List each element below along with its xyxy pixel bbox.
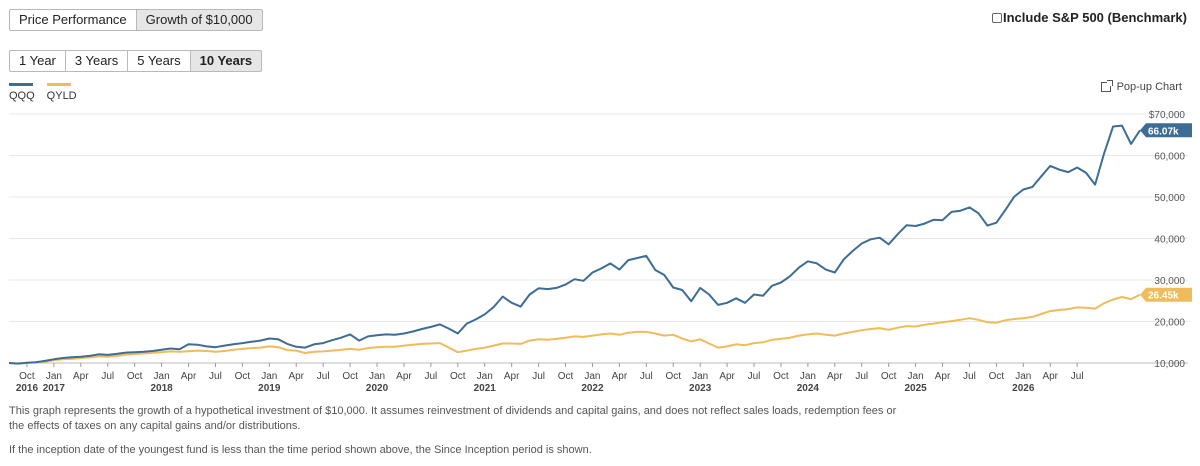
x-tick-year-label: 2017	[43, 383, 66, 394]
x-tick-month-label: Apr	[827, 371, 843, 382]
x-tick-month-label: Oct	[989, 371, 1005, 382]
growth-chart: 10,000 20,000 30,000 40,000 50,000 60,000 $70,…	[8, 110, 1192, 394]
y-tick-label: 40,000	[1154, 235, 1185, 246]
x-tick-month-label: Apr	[504, 371, 520, 382]
x-tick-year-label: 2021	[474, 383, 497, 394]
series-line-qyld	[8, 293, 1141, 365]
benchmark-label: Include S&P 500 (Benchmark)	[1003, 10, 1187, 25]
x-tick-month-label: Apr	[612, 371, 628, 382]
range-10-years-button[interactable]: 10 Years	[189, 50, 263, 72]
legend-item-qyld[interactable]: QYLD	[46, 83, 77, 102]
y-tick-label: $70,000	[1149, 110, 1186, 121]
x-tick-month-label: Jul	[424, 371, 437, 382]
x-tick-month-label: Oct	[450, 371, 466, 382]
end-value-label-qqq: 66.07k	[1148, 126, 1179, 137]
x-tick-month-label: Jul	[1071, 371, 1084, 382]
x-tick-year-label: 2025	[904, 383, 927, 394]
x-tick-year-label: 2024	[797, 383, 820, 394]
x-tick-month-label: Oct	[127, 371, 143, 382]
legend-swatch-qyld	[46, 83, 71, 86]
x-tick-month-label: Jan	[908, 371, 924, 382]
benchmark-checkbox[interactable]	[992, 12, 1002, 23]
y-tick-label: 60,000	[1154, 152, 1185, 163]
x-tick-month-label: Jul	[209, 371, 222, 382]
y-tick-label: 20,000	[1154, 318, 1185, 329]
x-tick-year-label: 2022	[581, 383, 604, 394]
popup-chart-icon	[1100, 80, 1113, 92]
legend-swatch-qqq	[9, 83, 33, 86]
x-tick-month-label: Jan	[154, 371, 170, 382]
footnote-inception: If the inception date of the youngest fu…	[9, 444, 592, 456]
range-1-year-button[interactable]: 1 Year	[9, 50, 66, 72]
x-tick-month-label: Oct	[19, 371, 35, 382]
x-tick-month-label: Oct	[235, 371, 251, 382]
x-tick-month-label: Oct	[558, 371, 574, 382]
x-tick-month-label: Jul	[855, 371, 868, 382]
x-tick-month-label: Apr	[719, 371, 735, 382]
x-tick-year-label: 2020	[366, 383, 389, 394]
x-tick-year-label: 2023	[689, 383, 712, 394]
x-tick-month-label: Jul	[963, 371, 976, 382]
end-value-badge-qyld	[1140, 287, 1192, 302]
growth-of-10000-tab[interactable]: Growth of $10,000	[135, 9, 263, 31]
x-tick-year-label: 2026	[1012, 383, 1035, 394]
x-tick-month-label: Jul	[640, 371, 653, 382]
include-benchmark-toggle[interactable]: Include S&P 500 (Benchmark)	[992, 10, 1187, 25]
x-tick-month-label: Oct	[342, 371, 358, 382]
x-tick-month-label: Jul	[532, 371, 545, 382]
legend-label-qqq: QQQ	[9, 90, 35, 102]
x-tick-month-label: Oct	[773, 371, 789, 382]
x-tick-month-label: Jul	[101, 371, 114, 382]
x-tick-month-label: Jan	[477, 371, 493, 382]
popup-chart-label: Pop-up Chart	[1116, 81, 1182, 93]
range-5-years-button[interactable]: 5 Years	[127, 50, 191, 72]
end-value-badge-qqq	[1140, 123, 1192, 138]
x-tick-month-label: Apr	[396, 371, 412, 382]
footnote-investment: This graph represents the growth of a hy…	[9, 405, 897, 432]
x-tick-year-label: 2019	[258, 383, 281, 394]
x-tick-month-label: Jan	[584, 371, 600, 382]
range-3-years-button[interactable]: 3 Years	[64, 50, 129, 72]
x-tick-month-label: Jan	[369, 371, 385, 382]
x-tick-month-label: Jan	[1015, 371, 1031, 382]
x-tick-month-label: Apr	[288, 371, 304, 382]
x-tick-month-label: Jul	[317, 371, 330, 382]
x-tick-month-label: Oct	[881, 371, 897, 382]
x-tick-month-label: Oct	[665, 371, 681, 382]
x-tick-month-label: Jan	[800, 371, 816, 382]
x-tick-year-label: 2018	[150, 383, 173, 394]
x-tick-month-label: Apr	[181, 371, 197, 382]
x-tick-year-label: 2016	[16, 383, 39, 394]
y-tick-label: 50,000	[1154, 193, 1185, 204]
price-performance-tab[interactable]: Price Performance	[9, 9, 137, 31]
x-tick-month-label: Jul	[748, 371, 761, 382]
x-tick-month-label: Jan	[261, 371, 277, 382]
y-tick-label: 30,000	[1154, 276, 1185, 287]
view-toggle: Price Performance Growth of $10,000	[9, 9, 263, 31]
range-toggle: 1 Year 3 Years 5 Years 10 Years	[9, 50, 263, 72]
y-tick-label: 10,000	[1154, 359, 1185, 370]
popup-chart-link[interactable]: Pop-up Chart	[1100, 80, 1182, 93]
series-line-qqq	[8, 124, 1141, 365]
x-tick-month-label: Apr	[73, 371, 89, 382]
x-tick-month-label: Jan	[46, 371, 62, 382]
end-value-label-qyld: 26.45k	[1148, 291, 1179, 302]
legend-label-qyld: QYLD	[46, 90, 77, 102]
chart-legend: QQQ QYLD	[9, 83, 89, 102]
x-tick-month-label: Apr	[1042, 371, 1058, 382]
x-tick-month-label: Jan	[692, 371, 708, 382]
legend-item-qqq[interactable]: QQQ	[9, 83, 35, 102]
x-tick-month-label: Apr	[935, 371, 951, 382]
